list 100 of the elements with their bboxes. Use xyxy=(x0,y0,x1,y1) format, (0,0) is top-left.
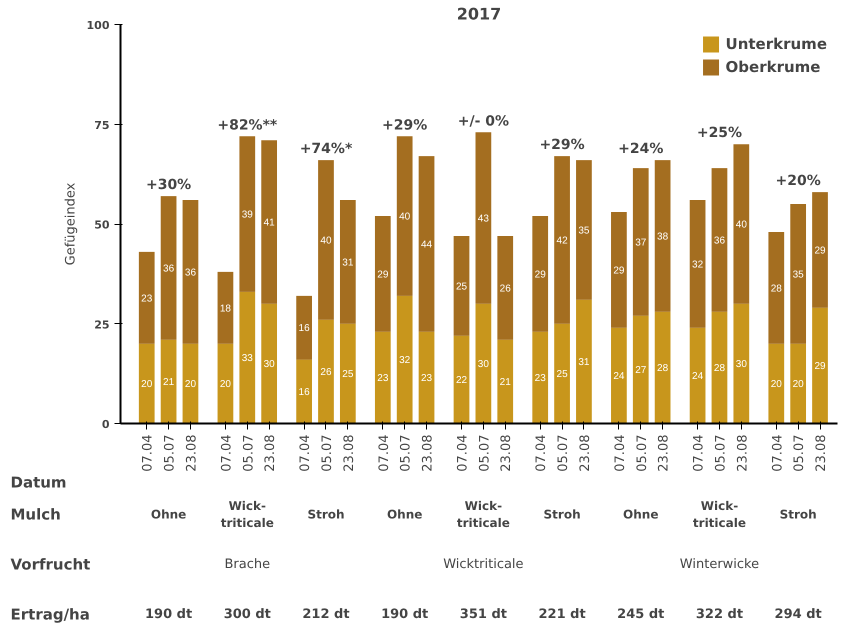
data-label: 42 xyxy=(556,235,568,246)
data-label: 36 xyxy=(714,235,726,246)
data-label: 30 xyxy=(478,359,490,370)
y-tick-label: 25 xyxy=(94,318,110,332)
data-label: 27 xyxy=(635,365,647,376)
data-label: 37 xyxy=(635,237,647,248)
y-tick-label: 50 xyxy=(94,218,110,232)
text: 322 dt xyxy=(696,607,744,622)
data-label: 31 xyxy=(342,257,354,268)
x-tick-label: 07.04 xyxy=(612,434,628,472)
data-label: 32 xyxy=(692,259,704,270)
x-tick-label: 23.08 xyxy=(814,434,830,472)
annotation: +29% xyxy=(382,117,428,134)
data-label: 16 xyxy=(298,323,310,334)
x-tick-label: 05.07 xyxy=(241,434,256,472)
x-tick-label: 23.08 xyxy=(499,434,514,472)
legend-label: Oberkrume xyxy=(726,58,820,76)
data-label: 20 xyxy=(220,379,232,390)
text: 190 dt xyxy=(381,607,428,622)
data-label: 23 xyxy=(141,293,153,304)
x-tick-label: 07.04 xyxy=(140,434,156,472)
y-tick-label: 0 xyxy=(102,418,110,431)
annotation: +29% xyxy=(539,137,585,154)
text: 221 dt xyxy=(538,607,586,622)
annotation: +/- 0% xyxy=(458,113,510,130)
annotation: +25% xyxy=(696,125,742,142)
text: Stroh xyxy=(780,508,817,522)
data-label: 40 xyxy=(320,235,332,246)
data-label: 20 xyxy=(184,379,196,390)
data-label: 24 xyxy=(692,371,704,382)
data-label: 30 xyxy=(736,359,748,370)
x-tick-label: 07.04 xyxy=(770,434,786,472)
x-tick-label: 23.08 xyxy=(263,434,278,472)
data-label: 41 xyxy=(264,218,276,229)
data-label: 29 xyxy=(534,269,546,280)
data-label: 25 xyxy=(556,369,568,380)
annotation: +20% xyxy=(776,173,821,190)
x-tick-label: 23.08 xyxy=(342,434,357,472)
x-tick-label: 05.07 xyxy=(398,434,414,472)
x-tick-label: 07.04 xyxy=(692,434,707,472)
data-label: 20 xyxy=(141,379,153,390)
data-label: 28 xyxy=(714,363,726,374)
data-label: 40 xyxy=(399,212,411,223)
data-label: 21 xyxy=(500,377,512,388)
x-tick-label: 05.07 xyxy=(713,434,728,472)
data-label: 23 xyxy=(377,373,389,384)
text: Ohne xyxy=(386,508,422,522)
text: Ohne xyxy=(150,508,186,522)
text: Wicktriticale xyxy=(443,557,524,572)
data-label: 35 xyxy=(578,225,590,236)
text: Brache xyxy=(224,557,270,572)
data-label: 32 xyxy=(399,355,411,366)
data-label: 23 xyxy=(534,373,546,384)
x-tick-label: 05.07 xyxy=(556,434,572,472)
annotation: +30% xyxy=(146,177,192,194)
text: 351 dt xyxy=(460,607,507,622)
annotation: +24% xyxy=(618,141,664,158)
data-label: 28 xyxy=(770,283,782,294)
data-label: 29 xyxy=(814,245,826,256)
text: Wick- triticale xyxy=(456,499,510,530)
chart-title: 2017 xyxy=(456,4,502,24)
x-tick-label: 05.07 xyxy=(792,434,808,472)
data-label: 23 xyxy=(420,373,433,384)
data-label: 29 xyxy=(814,361,826,372)
text: 212 dt xyxy=(302,607,350,622)
data-label: 24 xyxy=(613,371,625,382)
data-label: 36 xyxy=(184,267,196,278)
data-label: 25 xyxy=(342,369,354,380)
text: Stroh xyxy=(307,508,345,522)
data-label: 33 xyxy=(242,353,254,364)
text: Mulch xyxy=(10,506,61,524)
data-label: 29 xyxy=(613,265,625,276)
data-label: 21 xyxy=(163,377,175,388)
x-tick-label: 05.07 xyxy=(634,434,650,472)
x-tick-label: 07.04 xyxy=(298,434,314,472)
data-label: 28 xyxy=(657,363,669,374)
data-label: 38 xyxy=(657,231,669,242)
x-tick-label: 23.08 xyxy=(578,434,593,472)
legend-label: Unterkrume xyxy=(726,35,827,53)
data-label: 29 xyxy=(377,269,389,280)
data-label: 22 xyxy=(456,375,468,386)
x-tick-label: 23.08 xyxy=(656,434,672,472)
y-axis-title: Gefügeindex xyxy=(64,182,79,266)
x-tick-label: 05.07 xyxy=(477,434,492,472)
data-label: 26 xyxy=(500,283,512,294)
x-tick-label: 23.08 xyxy=(735,434,750,472)
x-tick-label: 07.04 xyxy=(376,434,392,472)
y-tick-label: 75 xyxy=(94,118,110,132)
text: Wick- triticale xyxy=(692,499,746,530)
x-tick-label: 05.07 xyxy=(320,434,335,472)
text: Ertrag/ha xyxy=(10,606,90,624)
annotation: +74%* xyxy=(300,141,353,158)
data-label: 31 xyxy=(578,357,590,368)
data-label: 36 xyxy=(163,263,175,274)
text: 245 dt xyxy=(617,607,664,622)
text: Ohne xyxy=(623,508,658,522)
data-label: 20 xyxy=(770,379,782,390)
data-label: 40 xyxy=(736,220,748,230)
data-label: 20 xyxy=(792,379,804,390)
data-label: 25 xyxy=(456,281,468,292)
